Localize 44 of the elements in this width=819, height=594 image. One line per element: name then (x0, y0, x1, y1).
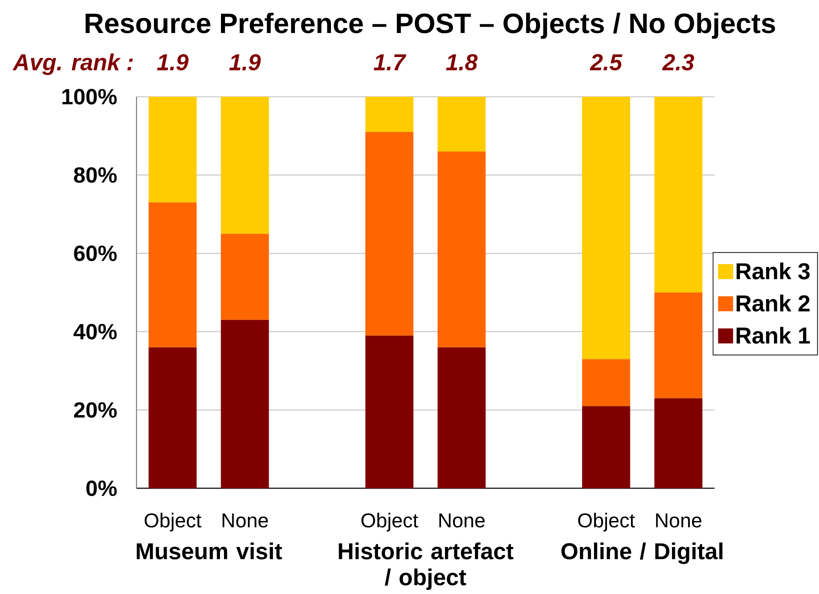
bar (220, 234, 269, 320)
y-tick-label: 40% (74, 324, 117, 340)
legend-label: Rank 2 (736, 294, 810, 312)
bar (220, 320, 269, 488)
text: Historic artefact / object (338, 542, 514, 590)
text: Avg. rank : (12, 54, 133, 75)
text: 2.5 (590, 54, 622, 70)
y-tick-label: 80% (74, 167, 117, 183)
bar (654, 398, 702, 488)
text: Museum visit (136, 542, 282, 560)
text: 2.3 (662, 54, 694, 70)
text: 1.9 (229, 54, 261, 70)
bar (148, 202, 197, 348)
bar (148, 347, 197, 488)
text: 1.9 (157, 54, 189, 70)
chart-title: Resource Preference – POST – Objects / No Objects (86, 12, 776, 39)
bar (365, 336, 414, 488)
legend-label: Rank 1 (736, 326, 810, 344)
x-tick-label: None (222, 514, 268, 528)
legend-label: Rank 3 (736, 262, 810, 280)
x-tick-label: Object (578, 512, 635, 532)
bar (220, 96, 269, 234)
bar (654, 96, 702, 292)
text: 1.8 (446, 54, 478, 70)
bar (654, 292, 702, 398)
bar (582, 406, 630, 488)
text: Online / Digital (561, 542, 722, 564)
bar (365, 96, 414, 132)
bar (148, 96, 197, 202)
x-tick-label: None (656, 514, 702, 528)
y-tick-label: 100% (62, 88, 117, 104)
bar (582, 359, 630, 406)
y-tick-label: 0% (86, 480, 117, 496)
bar (582, 96, 630, 360)
x-tick-label: Object (361, 512, 418, 532)
bar (365, 132, 414, 336)
x-tick-label: Object (144, 512, 202, 532)
bar (438, 347, 486, 488)
x-tick-label: None (439, 514, 485, 528)
y-tick-label: 60% (74, 246, 117, 262)
text: 1.7 (374, 54, 406, 70)
bar (438, 152, 486, 348)
y-tick-label: 20% (74, 402, 117, 418)
bar (438, 96, 486, 152)
